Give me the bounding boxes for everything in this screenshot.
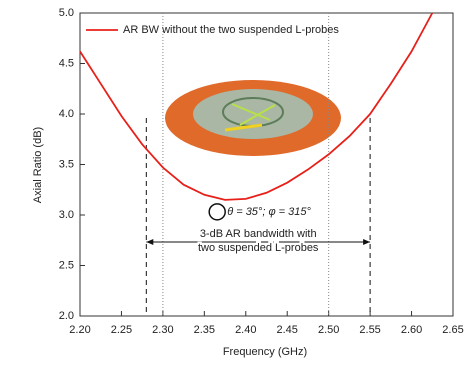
chart: Frequency (GHz) Axial Ratio (dB) 2.20 2.2… <box>0 0 469 367</box>
y-tick-label: 5.0 <box>59 7 74 19</box>
y-tick-label: 3.5 <box>59 158 74 170</box>
plot-frame <box>80 13 453 316</box>
y-tick-label: 4.5 <box>59 57 74 69</box>
x-tick-label: 2.50 <box>318 324 339 336</box>
y-axis-label: Axial Ratio (dB) <box>32 127 44 203</box>
x-tick-label: 2.40 <box>235 324 256 336</box>
y-tick-label: 2.0 <box>59 310 74 322</box>
x-tick-label: 2.65 <box>442 324 463 336</box>
y-tick-label: 2.5 <box>59 259 74 271</box>
bandwidth-label: 3-dB AR bandwidth with <box>200 228 317 240</box>
x-tick-label: 2.25 <box>111 324 132 336</box>
x-tick-label: 2.45 <box>277 324 298 336</box>
x-axis-label: Frequency (GHz) <box>223 346 307 358</box>
bandwidth-label: two suspended L-probes <box>198 242 319 254</box>
x-tick-label: 2.35 <box>194 324 215 336</box>
x-tick-label: 2.60 <box>401 324 422 336</box>
y-tick-label: 3.0 <box>59 209 74 221</box>
x-tick-label: 2.20 <box>69 324 90 336</box>
legend-label: AR BW without the two suspended L-probes <box>123 24 339 36</box>
x-tick-label: 2.55 <box>359 324 380 336</box>
marker-label: θ = 35°; φ = 315° <box>227 206 311 218</box>
marker <box>209 204 225 220</box>
inset-antenna <box>165 80 341 156</box>
y-tick-label: 4.0 <box>59 108 74 120</box>
x-tick-label: 2.30 <box>152 324 173 336</box>
